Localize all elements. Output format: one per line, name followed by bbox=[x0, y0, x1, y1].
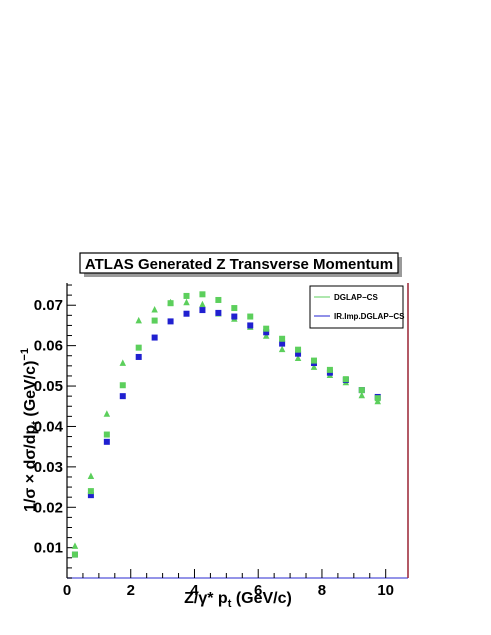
data-point-series-1 bbox=[310, 363, 318, 370]
data-point-series-3 bbox=[310, 357, 317, 364]
data-point-series-3 bbox=[119, 382, 126, 389]
y-tick-label: 0.04 bbox=[34, 418, 64, 435]
data-point-series-3 bbox=[295, 346, 302, 353]
data-point-series-2 bbox=[183, 310, 190, 317]
data-point-series-3 bbox=[263, 325, 270, 332]
data-point-series-2 bbox=[295, 350, 302, 357]
x-tick-label: 0 bbox=[63, 582, 71, 599]
data-point-series-3 bbox=[231, 305, 238, 312]
data-point-series-3 bbox=[358, 387, 365, 394]
data-point-series-3 bbox=[183, 292, 190, 299]
data-points bbox=[71, 291, 381, 558]
y-tick-label: 0.01 bbox=[34, 540, 63, 557]
data-point-series-1 bbox=[278, 345, 286, 353]
data-point-series-1 bbox=[135, 316, 142, 324]
y-tick-label: 0.02 bbox=[34, 499, 63, 516]
data-point-series-3 bbox=[199, 291, 206, 298]
legend-label: IR.Imp.DGLAP−CS bbox=[334, 312, 405, 321]
data-point-series-3 bbox=[326, 366, 333, 373]
plot-frame bbox=[66, 283, 409, 579]
data-point-series-1 bbox=[358, 391, 366, 399]
data-point-series-1 bbox=[262, 332, 270, 339]
y-tick-label: 0.07 bbox=[34, 297, 63, 314]
x-axis-title: Z/γ* pt (GeV/c) bbox=[184, 590, 292, 610]
x-tick-label: 4 bbox=[190, 582, 199, 599]
legend: DGLAP−CS IR.Imp.DGLAP−CS bbox=[309, 285, 405, 329]
data-point-series-1 bbox=[199, 300, 206, 308]
x-tick-label: 8 bbox=[318, 582, 326, 599]
data-point-series-2 bbox=[151, 334, 158, 341]
y-tick-label: 0.05 bbox=[34, 378, 63, 395]
data-point-series-3 bbox=[71, 551, 78, 558]
data-point-series-2 bbox=[103, 438, 110, 445]
data-point-series-2 bbox=[263, 329, 270, 336]
data-point-series-3 bbox=[215, 296, 222, 303]
data-point-series-1 bbox=[103, 410, 111, 417]
x-tick-label: 6 bbox=[254, 582, 262, 599]
legend-item-ir-imp-dglap-cs: IR.Imp.DGLAP−CS bbox=[314, 312, 405, 321]
data-point-series-3 bbox=[247, 313, 254, 320]
data-point-series-2 bbox=[87, 492, 94, 499]
axis-ticks: 0 2 4 6 8 10 0.01 0.02 0.03 0.04 0.05 0.06 0.07 bbox=[34, 284, 394, 599]
data-point-series-2 bbox=[231, 313, 238, 320]
data-point-series-3 bbox=[103, 431, 110, 438]
x-tick-label: 2 bbox=[127, 582, 135, 599]
chart-title: ATLAS Generated Z Transverse Momentum bbox=[85, 256, 393, 273]
data-point-series-2 bbox=[167, 318, 174, 325]
data-point-series-1 bbox=[294, 354, 302, 362]
data-point-series-1 bbox=[183, 298, 190, 306]
y-tick-label: 0.03 bbox=[34, 459, 63, 476]
data-point-series-3 bbox=[167, 300, 174, 307]
chart-title-box: ATLAS Generated Z Transverse Momentum bbox=[79, 252, 402, 277]
data-point-series-1 bbox=[119, 359, 127, 366]
data-point-series-3 bbox=[374, 395, 381, 402]
data-point-series-2 bbox=[215, 309, 222, 316]
data-point-series-3 bbox=[151, 317, 158, 324]
data-point-series-3 bbox=[279, 335, 286, 342]
data-point-series-2 bbox=[199, 307, 206, 314]
data-point-series-2 bbox=[119, 393, 126, 400]
y-axis-title: 1/σ × dσ/dpt (GeV/c)−1 bbox=[19, 348, 42, 512]
data-point-series-1 bbox=[71, 542, 79, 549]
data-point-series-3 bbox=[135, 344, 142, 351]
y-tick-label: 0.06 bbox=[34, 338, 63, 355]
data-point-series-2 bbox=[247, 322, 254, 329]
data-point-series-3 bbox=[342, 376, 349, 383]
legend-item-dglap-cs: DGLAP−CS bbox=[314, 293, 378, 302]
data-point-series-3 bbox=[87, 488, 94, 495]
legend-label: DGLAP−CS bbox=[334, 293, 378, 302]
data-point-series-1 bbox=[151, 306, 158, 313]
data-point-series-2 bbox=[279, 340, 286, 347]
x-tick-label: 10 bbox=[377, 582, 394, 599]
data-point-series-1 bbox=[87, 472, 95, 480]
data-point-series-2 bbox=[135, 353, 142, 360]
